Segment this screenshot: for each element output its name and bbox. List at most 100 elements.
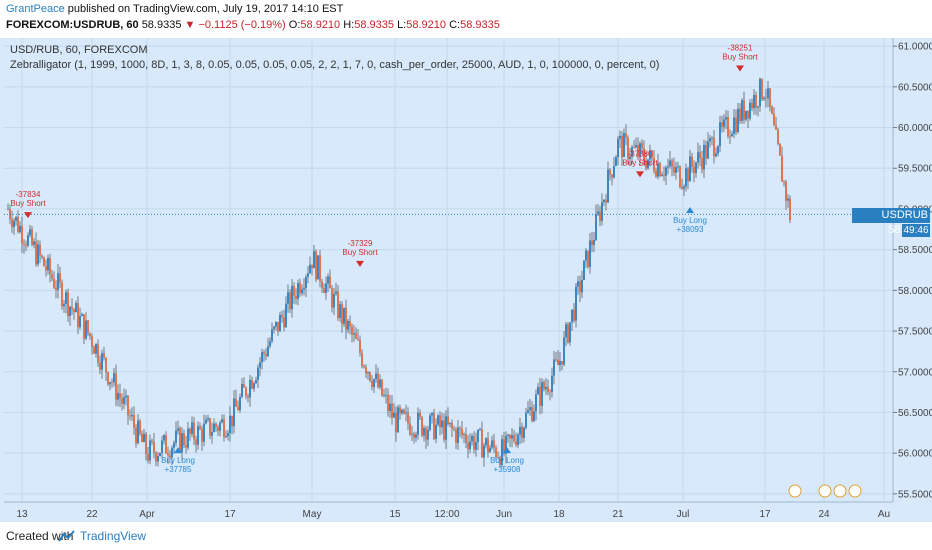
- price-bar: [479, 429, 481, 431]
- buy-long-arrow-icon: [503, 447, 511, 454]
- price-bar: [543, 382, 545, 390]
- price-bar: [429, 415, 431, 430]
- price-bar: [549, 391, 551, 393]
- price-bar: [261, 352, 263, 363]
- price-bar: [309, 264, 311, 274]
- price-bar: [283, 317, 285, 328]
- price-bar: [735, 117, 737, 133]
- price-bar: [489, 447, 491, 453]
- price-bar: [131, 414, 133, 417]
- price-bar: [223, 419, 225, 438]
- price-bar: [287, 292, 289, 304]
- price-bar: [677, 166, 679, 168]
- price-bar: [491, 440, 493, 448]
- price-bar: [417, 412, 419, 435]
- price-bar: [315, 251, 317, 280]
- price-bar: [139, 420, 141, 434]
- price-bar: [263, 352, 265, 355]
- price-bar: [39, 244, 41, 256]
- price-bar: [683, 186, 685, 189]
- price-bar: [541, 382, 543, 406]
- author-link[interactable]: GrantPeace: [6, 3, 65, 15]
- price-bar: [481, 429, 483, 458]
- price-bar: [153, 441, 155, 453]
- study-title[interactable]: Zebralligator (1, 1999, 1000, 8D, 1, 3, …: [10, 59, 660, 71]
- tradingview-logo-icon: [58, 530, 75, 542]
- price-bar: [519, 426, 521, 435]
- price-bar: [363, 365, 365, 368]
- x-tick-label: 24: [818, 509, 830, 520]
- price-bar: [311, 264, 313, 269]
- price-bar: [281, 314, 283, 318]
- price-bar: [747, 110, 749, 119]
- x-tick-label: 17: [224, 509, 236, 520]
- price-bar: [731, 133, 733, 137]
- price-bar: [41, 255, 43, 258]
- price-bar: [53, 278, 55, 288]
- bar-countdown: 49:46: [902, 224, 930, 237]
- price-bar: [565, 324, 567, 338]
- price-bar: [61, 282, 63, 307]
- price-bar: [591, 240, 593, 245]
- price-bar: [171, 447, 173, 458]
- price-bar: [37, 244, 39, 265]
- price-bar: [673, 166, 675, 173]
- price-chart[interactable]: 61.000060.500060.000059.500059.000058.50…: [0, 0, 932, 522]
- price-bar: [743, 100, 745, 120]
- price-bar: [35, 241, 37, 265]
- price-bar: [627, 137, 629, 159]
- price-bar: [151, 440, 153, 442]
- price-bar: [197, 426, 199, 445]
- economic-event-icon: [818, 484, 832, 498]
- price-bar: [779, 143, 781, 156]
- price-bar: [563, 337, 565, 365]
- price-bar: [509, 434, 511, 439]
- price-bar: [387, 394, 389, 412]
- price-bar: [145, 433, 147, 455]
- price-bar: [465, 434, 467, 443]
- price-bar: [635, 145, 637, 148]
- price-bar: [385, 394, 387, 396]
- price-bar: [589, 240, 591, 267]
- price-bar: [181, 433, 183, 453]
- trade-pnl: +35908: [494, 465, 521, 474]
- price-bar: [615, 157, 617, 167]
- price-bar: [745, 110, 747, 120]
- price-bar: [255, 380, 257, 384]
- price-bar: [239, 397, 241, 411]
- price-bar: [411, 433, 413, 435]
- price-bar: [313, 251, 315, 269]
- x-tick-label: Apr: [139, 509, 155, 520]
- price-bar: [431, 412, 433, 416]
- trade-pnl: -37329: [348, 239, 373, 248]
- price-bar: [727, 117, 729, 137]
- price-bar: [45, 266, 47, 271]
- economic-event-icon: [788, 484, 802, 498]
- price-bar: [555, 359, 557, 361]
- price-bar: [31, 229, 33, 245]
- trade-label: Buy Short: [722, 53, 758, 62]
- price-bar: [599, 211, 601, 221]
- price-bar: [237, 406, 239, 411]
- x-tick-label: 17: [759, 509, 771, 520]
- footer: Created with TradingView: [0, 522, 932, 550]
- price-bar: [619, 136, 621, 139]
- price-bar: [457, 427, 459, 443]
- economic-event-icon: [833, 484, 847, 498]
- y-tick-label: 59.5000: [898, 164, 932, 175]
- price-bar: [535, 394, 537, 412]
- price-bar: [679, 166, 681, 187]
- price-bar: [657, 163, 659, 177]
- price-bar: [663, 174, 665, 176]
- x-tick-label: Jul: [677, 509, 690, 520]
- tradingview-link[interactable]: TradingView: [80, 529, 147, 543]
- price-bar: [119, 393, 121, 399]
- price-bar: [187, 428, 189, 448]
- price-bar: [699, 152, 701, 159]
- price-bar: [371, 380, 373, 388]
- price-bar: [349, 320, 351, 327]
- price-bar: [655, 170, 657, 177]
- price-bar: [377, 373, 379, 388]
- price-bar: [559, 361, 561, 365]
- price-bar: [135, 427, 137, 444]
